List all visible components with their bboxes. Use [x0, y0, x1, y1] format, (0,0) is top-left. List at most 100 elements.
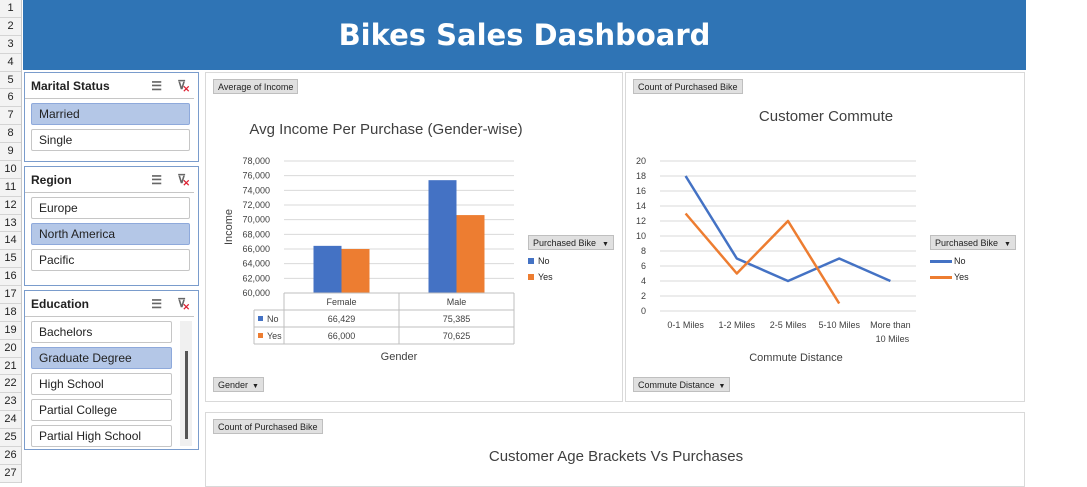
- axis-field-button[interactable]: Commute Distance ▼: [633, 377, 731, 392]
- data-label: 70,625: [443, 331, 471, 341]
- y-tick-label: 8: [641, 246, 646, 256]
- y-tick-label: 20: [636, 156, 646, 166]
- row-header[interactable]: 11: [0, 179, 21, 197]
- table-legend-key: [258, 316, 263, 321]
- multi-select-icon[interactable]: ☰: [151, 79, 162, 93]
- slicer-title: Marital Status: [31, 78, 110, 93]
- multi-select-icon[interactable]: ☰: [151, 173, 162, 187]
- row-header[interactable]: 6: [0, 89, 21, 108]
- row-header[interactable]: 20: [0, 340, 21, 358]
- row-header[interactable]: 15: [0, 250, 21, 269]
- commute-legend: Purchased Bike ▼ No Yes: [930, 235, 1016, 282]
- x-axis-title: Commute Distance: [749, 352, 843, 364]
- y-tick-label: 78,000: [242, 156, 270, 166]
- y-tick-label: 18: [636, 171, 646, 181]
- commute-line-chart: 0 2 4 6 8 10 12 14 16 18 20 0-1 Miles 1-2 Miles 2-5 M…: [636, 156, 916, 364]
- dashboard-title: Bikes Sales Dashboard: [23, 0, 1026, 70]
- row-header[interactable]: 24: [0, 411, 21, 429]
- y-tick-label: 12: [636, 216, 646, 226]
- table-series-label: Yes: [267, 331, 282, 341]
- row-header[interactable]: 26: [0, 447, 21, 465]
- income-bar-chart: 60,000 62,000 64,000 66,000 68,000 70,000 72,0…: [223, 156, 515, 361]
- clear-filter-icon[interactable]: ⊽ ✕: [177, 78, 190, 94]
- legend-label: Yes: [538, 272, 553, 282]
- multi-select-icon[interactable]: ☰: [151, 297, 162, 311]
- chart-title: Customer Commute: [758, 108, 894, 125]
- legend-swatch: [930, 275, 952, 279]
- y-tick-label: 66,000: [242, 244, 270, 254]
- bar-yes: [456, 215, 485, 293]
- row-header[interactable]: 18: [0, 304, 21, 322]
- chart-title: Avg Income Per Purchase (Gender-wise): [249, 121, 523, 138]
- series-line-no: [684, 175, 891, 283]
- dropdown-arrow-icon: ▼: [602, 241, 609, 248]
- clear-filter-icon[interactable]: ⊽ ✕: [177, 172, 190, 188]
- slicer-item[interactable]: Partial High School: [31, 425, 172, 447]
- row-header[interactable]: 19: [0, 322, 21, 340]
- slicer-item[interactable]: North America: [31, 223, 190, 245]
- legend-label: No: [954, 256, 966, 266]
- dropdown-arrow-icon: ▼: [718, 383, 726, 390]
- commute-chart-panel: Count of Purchased Bike Customer Commute…: [625, 72, 1025, 402]
- row-header[interactable]: 22: [0, 375, 21, 394]
- y-tick-label: 72,000: [242, 200, 270, 210]
- x-tick-label: 5-10 Miles: [818, 320, 860, 330]
- row-header[interactable]: 12: [0, 197, 21, 215]
- slicer-header: Region ☰ ⊽ ✕: [25, 167, 194, 193]
- legend-item-no: No: [528, 256, 614, 266]
- row-header[interactable]: 13: [0, 215, 21, 233]
- slicer-marital-status: Marital Status ☰ ⊽ ✕ Married Single: [24, 72, 199, 162]
- y-tick-label: 4: [641, 276, 646, 286]
- x-tick-label: More than: [870, 320, 911, 330]
- legend-label: No: [538, 256, 550, 266]
- slicer-item[interactable]: Partial College: [31, 399, 172, 421]
- legend-field-button[interactable]: Purchased Bike ▼: [930, 235, 1016, 250]
- slicer-item[interactable]: Graduate Degree: [31, 347, 172, 369]
- row-header[interactable]: 17: [0, 286, 21, 304]
- row-header[interactable]: 4: [0, 54, 21, 72]
- row-header[interactable]: 3: [0, 36, 21, 54]
- slicer-item[interactable]: Married: [31, 103, 190, 125]
- row-header[interactable]: 14: [0, 232, 21, 251]
- data-label: 66,000: [328, 331, 356, 341]
- x-category-label: Male: [447, 297, 467, 307]
- y-tick-label: 74,000: [242, 185, 270, 195]
- x-tick-label: 2-5 Miles: [770, 320, 807, 330]
- axis-field-button[interactable]: Gender ▼: [213, 377, 264, 392]
- data-label: 75,385: [443, 314, 471, 324]
- row-header[interactable]: 21: [0, 358, 21, 376]
- slicer-scrollbar[interactable]: [180, 321, 192, 446]
- row-header[interactable]: 16: [0, 268, 21, 286]
- slicer-item[interactable]: Single: [31, 129, 190, 151]
- row-header[interactable]: 2: [0, 18, 21, 36]
- row-header[interactable]: 8: [0, 125, 21, 143]
- clear-filter-icon[interactable]: ⊽ ✕: [177, 296, 190, 312]
- legend-field-button[interactable]: Purchased Bike ▼: [528, 235, 614, 250]
- slicer-item[interactable]: High School: [31, 373, 172, 395]
- row-header[interactable]: 27: [0, 465, 21, 483]
- row-header[interactable]: 1: [0, 0, 21, 18]
- slicer-item[interactable]: Europe: [31, 197, 190, 219]
- legend-field-label: Purchased Bike: [935, 238, 999, 248]
- row-header[interactable]: 7: [0, 107, 21, 126]
- row-header[interactable]: 9: [0, 143, 21, 161]
- value-field-button[interactable]: Count of Purchased Bike: [633, 79, 743, 94]
- row-header[interactable]: 10: [0, 161, 21, 179]
- slicer-item[interactable]: Bachelors: [31, 321, 172, 343]
- y-tick-label: 68,000: [242, 229, 270, 239]
- row-header[interactable]: 25: [0, 429, 21, 447]
- slicer-item[interactable]: Pacific: [31, 249, 190, 271]
- y-tick-label: 16: [636, 186, 646, 196]
- axis-field-label: Commute Distance: [638, 380, 715, 390]
- slicer-title: Region: [31, 172, 72, 187]
- value-field-button[interactable]: Count of Purchased Bike: [213, 419, 323, 434]
- row-header[interactable]: 5: [0, 72, 21, 90]
- data-label: 66,429: [328, 314, 356, 324]
- slicer-education: Education ☰ ⊽ ✕ Bachelors Graduate Degree…: [24, 290, 199, 450]
- y-tick-label: 10: [636, 231, 646, 241]
- value-field-button[interactable]: Average of Income: [213, 79, 299, 94]
- scroll-thumb[interactable]: [185, 351, 188, 439]
- row-header[interactable]: 23: [0, 393, 21, 412]
- y-tick-label: 64,000: [242, 259, 270, 269]
- row-headers: 1 2 3 4 5 6 7 8 9 10 11 12 13 14 15 16 17 18 19 20 21 22 23 24 2…: [0, 0, 22, 483]
